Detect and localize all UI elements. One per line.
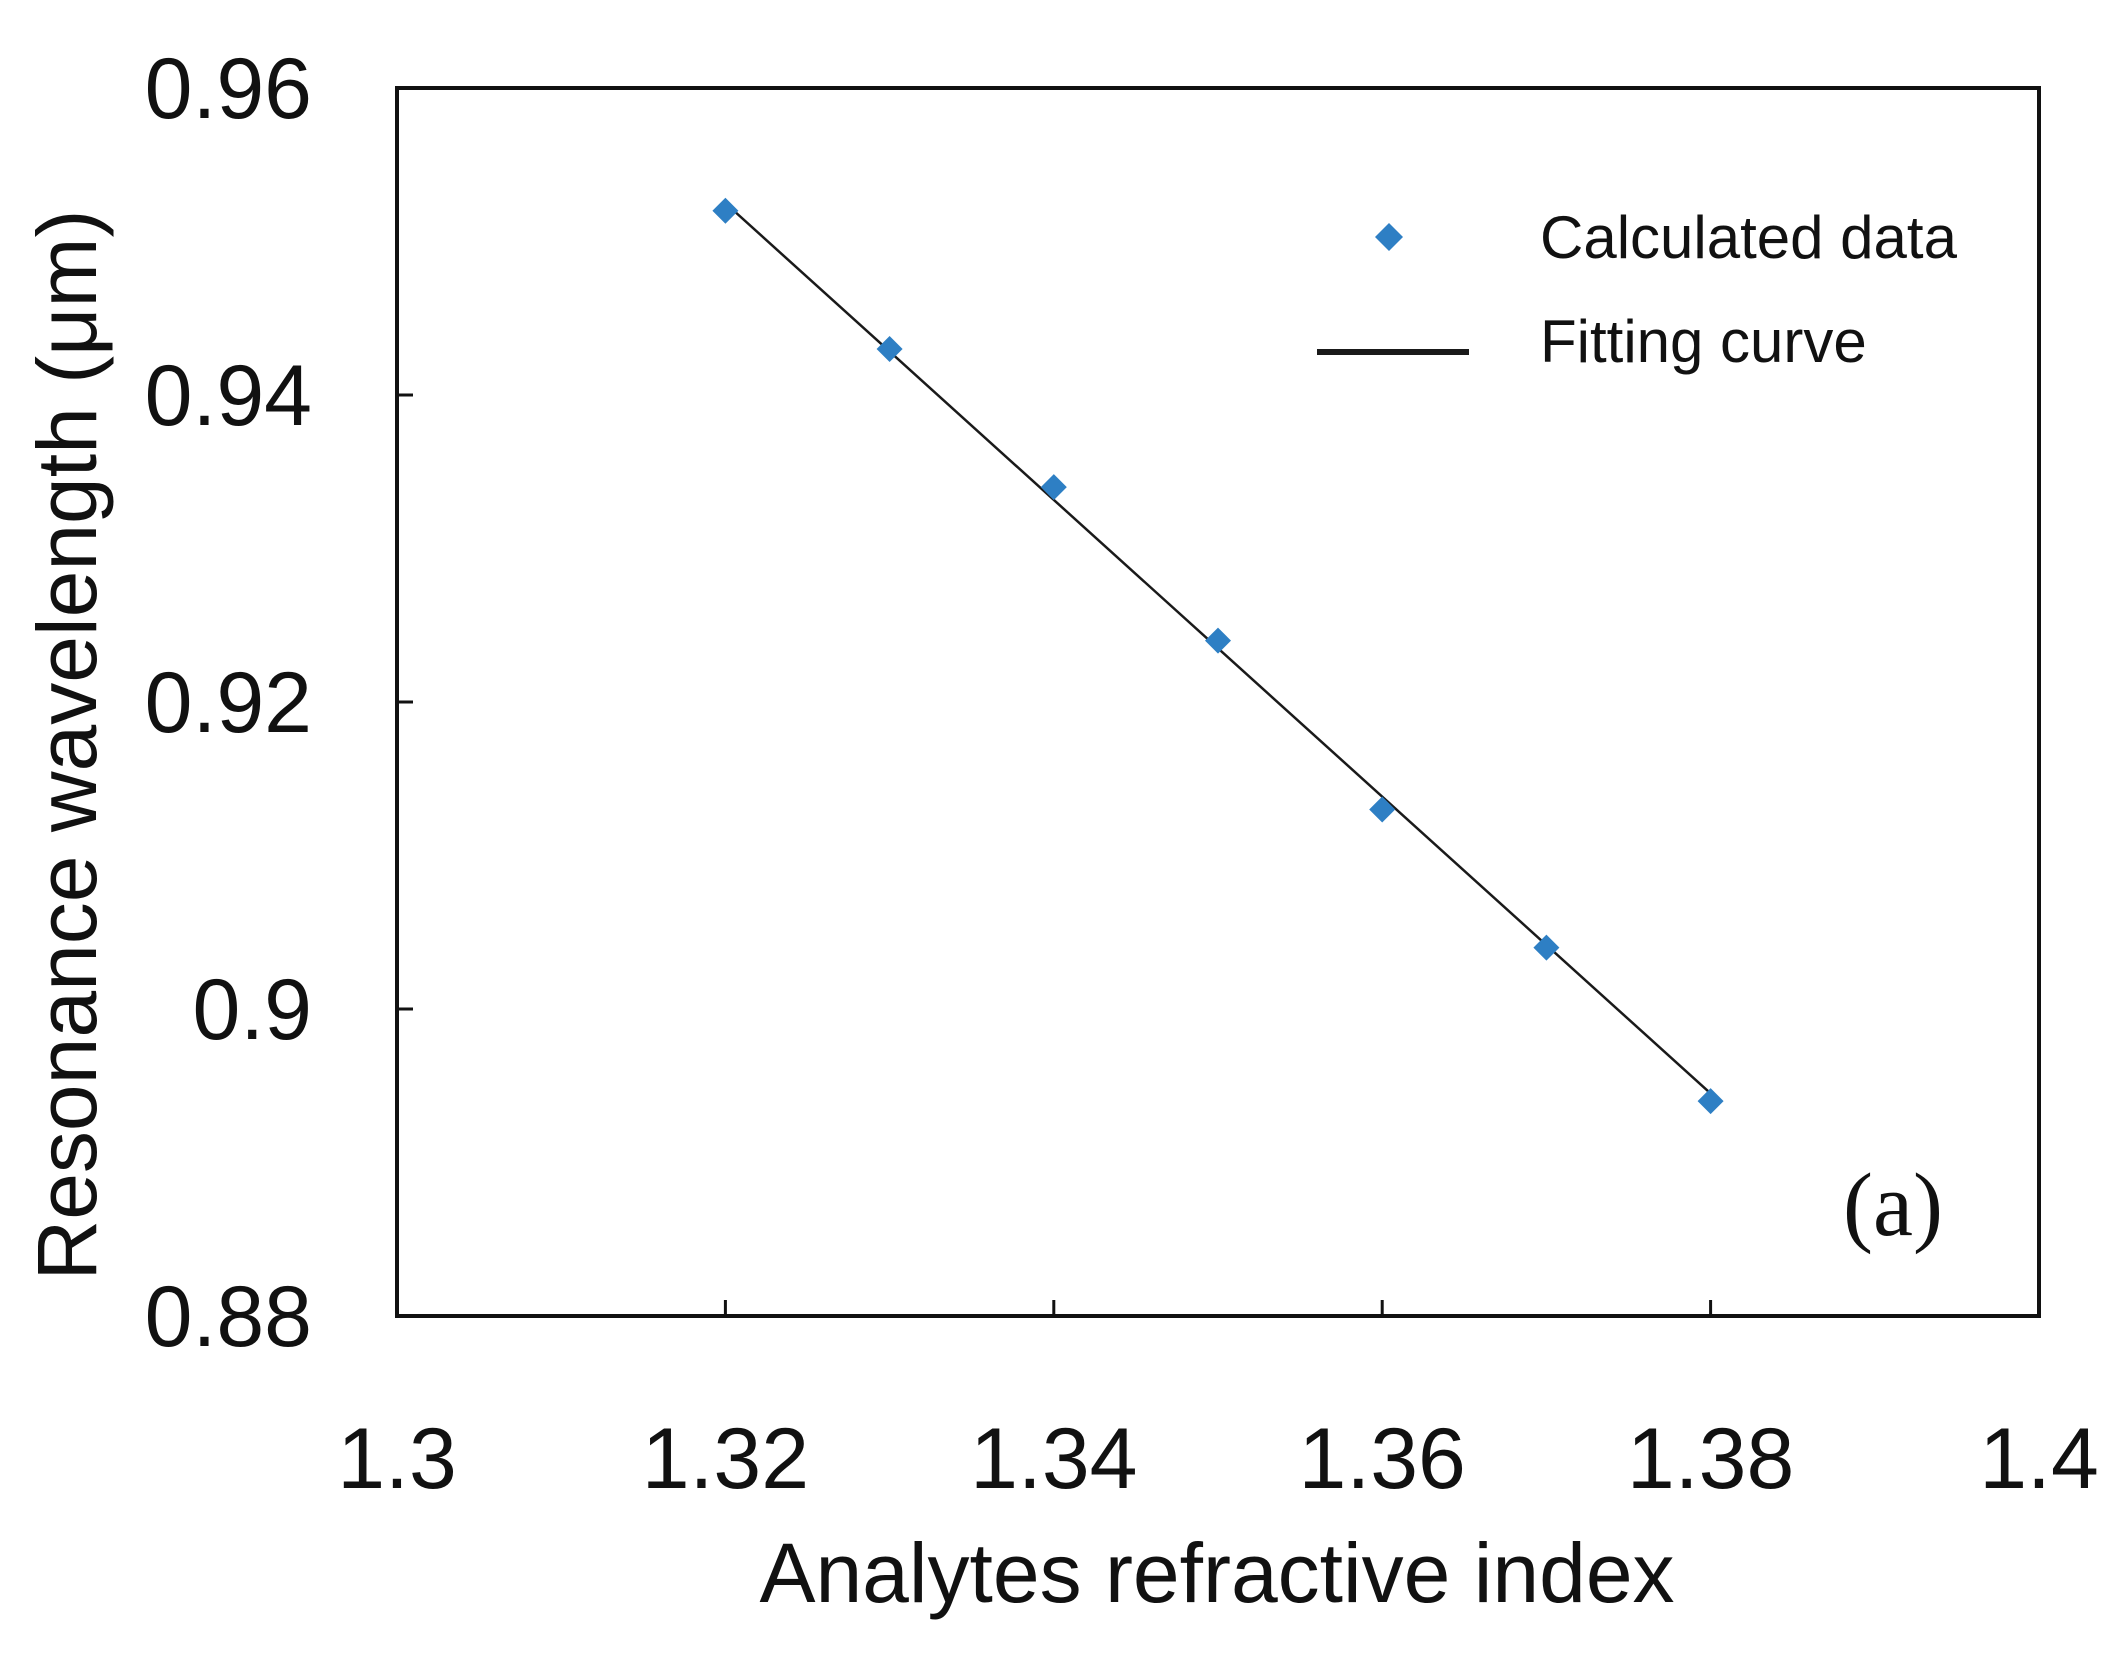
panel-label: (a) [1843,1156,1943,1255]
calculated-data-point [876,335,903,362]
y-axis-title: Resonance wavelength (μm) [20,210,114,1281]
calculated-data-point [1533,934,1560,961]
calculated-data-point [1697,1088,1724,1115]
y-tick-label: 0.94 [145,348,312,444]
y-tick-label: 0.92 [145,655,312,751]
calculated-data-point [1040,474,1067,501]
x-tick-label: 1.3 [337,1411,457,1507]
y-tick-label: 0.9 [192,962,312,1058]
legend-label-fitting-curve: Fitting curve [1540,308,1867,375]
series-layer [712,197,1724,1115]
x-axis-title: Analytes refractive index [759,1526,1674,1620]
x-tick-label: 1.4 [1979,1411,2099,1507]
legend-label-calculated-data: Calculated data [1540,204,1958,271]
x-tick-label: 1.34 [970,1411,1137,1507]
y-axis-ticks: 0.88 0.9 0.92 0.94 0.96 [145,41,413,1365]
calculated-data-point [1205,627,1231,654]
x-tick-label: 1.36 [1299,1411,1466,1507]
calculated-data-point [712,197,739,224]
y-tick-label: 0.96 [145,41,312,137]
x-axis-ticks: 1.3 1.32 1.34 1.36 1.38 1.4 [337,1300,2099,1507]
y-tick-label: 0.88 [145,1269,312,1365]
legend: Calculated data Fitting curve [1317,204,1958,375]
x-tick-label: 1.38 [1627,1411,1794,1507]
calculated-data-point [1369,796,1396,823]
x-tick-label: 1.32 [642,1411,809,1507]
legend-marker-calculated-data [1375,223,1403,251]
